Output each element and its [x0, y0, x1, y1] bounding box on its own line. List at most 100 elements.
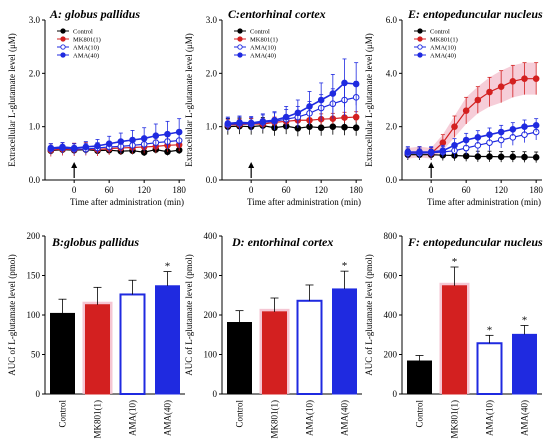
panel-title: B:globus pallidus	[51, 235, 139, 249]
legend-marker	[417, 52, 423, 58]
y-tick-label: 0.0	[206, 175, 218, 185]
y-tick-label: 200	[384, 350, 398, 360]
y-tick-label: 3.0	[206, 15, 218, 25]
bar-panel-1: D: entorhinal cortex 0 100 200 300 400 AUC of …	[184, 231, 362, 439]
y-tick-label: 6.0	[386, 15, 398, 25]
data-point	[294, 109, 302, 117]
data-point	[404, 148, 412, 156]
legend-label: MK801(1)	[73, 36, 101, 43]
data-point	[509, 126, 517, 133]
bar	[296, 299, 323, 395]
line-panel-2: E: entopeduncular nucleus 0.0 2.0 4.0 6.0 0 60…	[364, 7, 543, 207]
x-tick-label: 120	[494, 185, 508, 195]
administration-arrow-head	[428, 162, 435, 168]
legend-marker	[417, 44, 423, 50]
data-point	[521, 75, 528, 82]
y-tick-label: 0.0	[29, 175, 41, 185]
y-axis-title: Extracellular L-glutamate level (μM)	[7, 33, 17, 167]
legend-marker	[417, 28, 423, 34]
legend-label: AMA(10)	[430, 44, 456, 51]
legend-label: MK801(1)	[430, 36, 458, 43]
administration-arrow-head	[71, 162, 78, 168]
y-axis-title: Extracellular L-glutamate level (μM)	[184, 33, 194, 167]
data-point	[129, 136, 136, 144]
series-line	[227, 82, 357, 125]
y-tick-label: 100	[204, 350, 218, 360]
x-tick-label: 60	[282, 185, 292, 195]
x-tick-label: 60	[462, 185, 472, 195]
category-label: Control	[235, 400, 245, 428]
category-label: MK801(1)	[450, 400, 460, 439]
x-axis-title: Time after administration (min)	[427, 197, 541, 207]
data-point	[236, 119, 243, 126]
category-label: AMA(40)	[340, 400, 350, 436]
data-point	[306, 103, 313, 110]
bar	[476, 342, 503, 395]
legend-label: AMA(10)	[250, 44, 276, 51]
bar	[407, 360, 432, 395]
data-point	[105, 140, 113, 148]
bar-panel-0: B:globus pallidus 0 50 100 150 200 AUC of L-gl…	[7, 231, 185, 439]
x-tick-label: 0	[72, 185, 77, 195]
y-tick-label: 2.0	[29, 68, 41, 78]
data-point	[329, 90, 337, 97]
data-point	[152, 132, 160, 140]
legend-marker	[60, 36, 66, 42]
data-point	[70, 144, 78, 152]
data-point	[59, 143, 66, 151]
significance-marker: *	[487, 324, 493, 336]
category-label: Control	[415, 400, 425, 428]
data-point	[509, 78, 517, 85]
significance-marker: *	[342, 260, 348, 272]
data-point	[532, 154, 540, 161]
data-point	[352, 113, 360, 121]
data-point	[282, 113, 290, 121]
category-label: AMA(40)	[520, 400, 530, 436]
data-point	[532, 122, 540, 129]
y-tick-label: 0	[393, 389, 398, 399]
data-point	[117, 138, 125, 145]
data-point	[509, 153, 517, 161]
category-label: Control	[58, 400, 68, 428]
y-tick-label: 0	[213, 389, 218, 399]
y-axis-title: AUC of L-glutamate level (pmol)	[7, 254, 17, 375]
series-line	[227, 124, 357, 129]
legend-marker	[60, 44, 66, 50]
data-point	[427, 148, 435, 156]
legend-label: Control	[250, 28, 270, 35]
data-point	[451, 142, 458, 149]
data-point	[439, 147, 447, 154]
data-point	[317, 96, 325, 104]
panel-title: D: entorhinal cortex	[231, 235, 333, 249]
data-point	[352, 124, 360, 132]
category-label: AMA(40)	[163, 400, 173, 436]
x-tick-label: 120	[314, 185, 328, 195]
data-point	[462, 136, 470, 144]
y-tick-label: 150	[27, 271, 41, 281]
bar	[442, 285, 467, 395]
panel-title: E: entopeduncular nucleus	[407, 7, 543, 21]
data-point	[486, 131, 493, 138]
data-point	[486, 153, 493, 160]
x-tick-label: 0	[429, 185, 434, 195]
data-point	[341, 123, 348, 131]
x-tick-label: 180	[172, 185, 186, 195]
data-point	[474, 96, 482, 104]
y-tick-label: 200	[27, 231, 41, 241]
y-tick-label: 2.0	[206, 68, 218, 78]
data-point	[247, 119, 255, 127]
y-tick-label: 100	[27, 310, 41, 320]
data-point	[140, 135, 148, 142]
category-label: AMA(10)	[128, 400, 138, 436]
data-point	[416, 148, 423, 156]
data-point	[451, 123, 458, 130]
legend-marker	[237, 36, 243, 42]
data-point	[82, 143, 90, 151]
panel-title: C:entorhinal cortex	[228, 7, 326, 21]
x-tick-label: 60	[105, 185, 115, 195]
significance-marker: *	[165, 261, 171, 273]
data-point	[341, 79, 348, 87]
x-tick-label: 120	[137, 185, 151, 195]
category-label: AMA(10)	[485, 400, 495, 436]
